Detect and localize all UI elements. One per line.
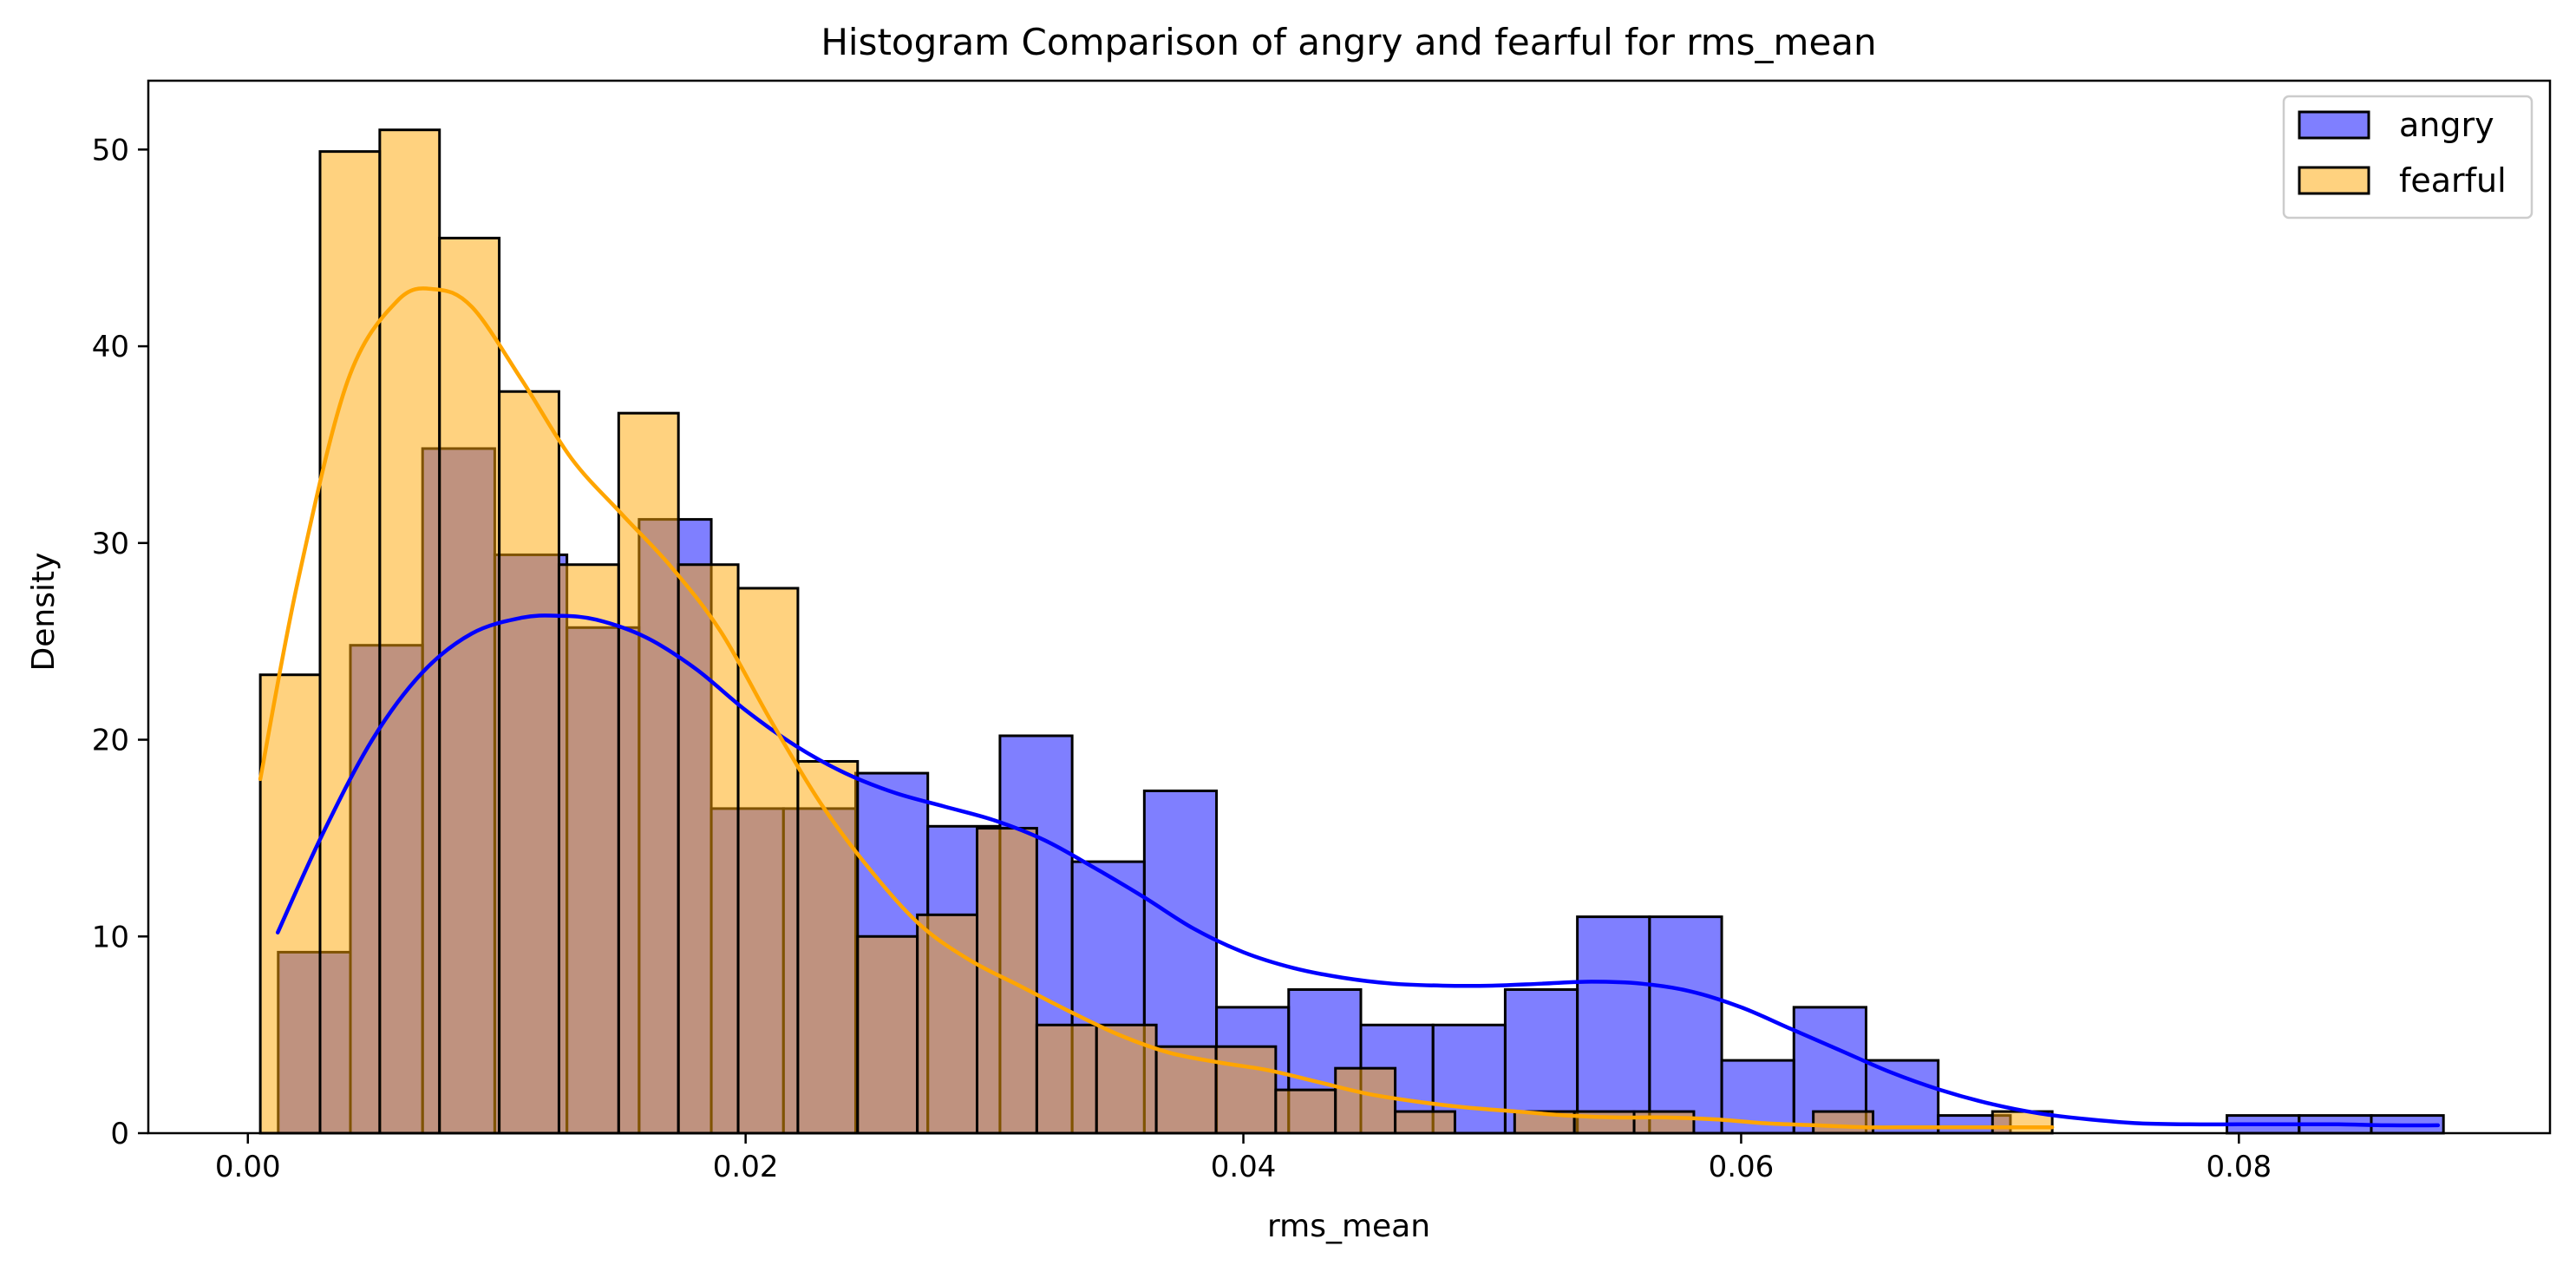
fearful-histogram-bar — [1095, 1023, 1158, 1135]
chart-title: Histogram Comparison of angry and fearfu… — [821, 21, 1876, 63]
x-tick-label: 0.00 — [215, 1150, 281, 1184]
fearful-histogram-bar — [378, 128, 441, 1135]
angry-histogram-bar — [1648, 915, 1723, 1135]
x-axis-label: rms_mean — [1267, 1209, 1430, 1244]
angry-legend-label: angry — [2399, 106, 2494, 144]
y-tick-label: 40 — [92, 330, 129, 364]
fearful-histogram-bar — [557, 563, 620, 1135]
fearful-histogram-bar — [1035, 1023, 1098, 1135]
axes-frame — [147, 79, 2552, 1135]
angry-histogram-bar — [1503, 987, 1579, 1135]
y-tick-label: 10 — [92, 920, 129, 954]
fearful-histogram-bar — [1274, 1088, 1337, 1135]
fearful-histogram-bar — [1334, 1066, 1397, 1135]
fearful-histogram-bar — [677, 563, 740, 1135]
fearful-histogram-bar — [916, 913, 979, 1135]
x-tick-label: 0.02 — [713, 1150, 779, 1184]
angry-legend-swatch — [2298, 110, 2370, 140]
fearful-histogram-bar — [856, 934, 919, 1135]
angry-histogram-bar — [1864, 1059, 1940, 1135]
fearful-legend-swatch — [2298, 166, 2370, 195]
x-tick-label: 0.08 — [2206, 1150, 2272, 1184]
angry-histogram-bar — [1576, 915, 1651, 1135]
fearful-histogram-bar — [438, 236, 501, 1135]
plot-area — [258, 128, 2445, 1135]
fearful-kde-line — [258, 286, 2055, 1130]
fearful-histogram-bar — [1214, 1045, 1278, 1135]
y-axis-label: Density — [26, 553, 62, 672]
y-tick-label: 0 — [110, 1117, 129, 1151]
fearful-histogram-bar — [1812, 1110, 1875, 1135]
fearful-histogram-bar — [318, 150, 382, 1135]
fearful-legend-label: fearful — [2399, 161, 2507, 200]
axes: 0.00 0.02 0.04 0.06 0.08 0 10 20 30 40 50 — [92, 79, 2552, 1184]
y-tick-label: 50 — [92, 133, 129, 167]
x-tick-label: 0.06 — [1709, 1150, 1775, 1184]
y-tick-label: 30 — [92, 527, 129, 561]
fearful-histogram-bar — [796, 759, 860, 1135]
y-tick-label: 20 — [92, 724, 129, 758]
fearful-histogram-bar — [736, 587, 800, 1135]
fearful-histogram-bar — [498, 390, 560, 1135]
fearful-histogram-bar — [617, 411, 680, 1135]
fearful-histogram-bar — [1632, 1110, 1696, 1135]
angry-kde-line — [275, 613, 2441, 1128]
fearful-histogram-bar — [1394, 1110, 1456, 1135]
x-tick-label: 0.04 — [1211, 1150, 1277, 1184]
legend: angry fearful — [2282, 95, 2534, 220]
